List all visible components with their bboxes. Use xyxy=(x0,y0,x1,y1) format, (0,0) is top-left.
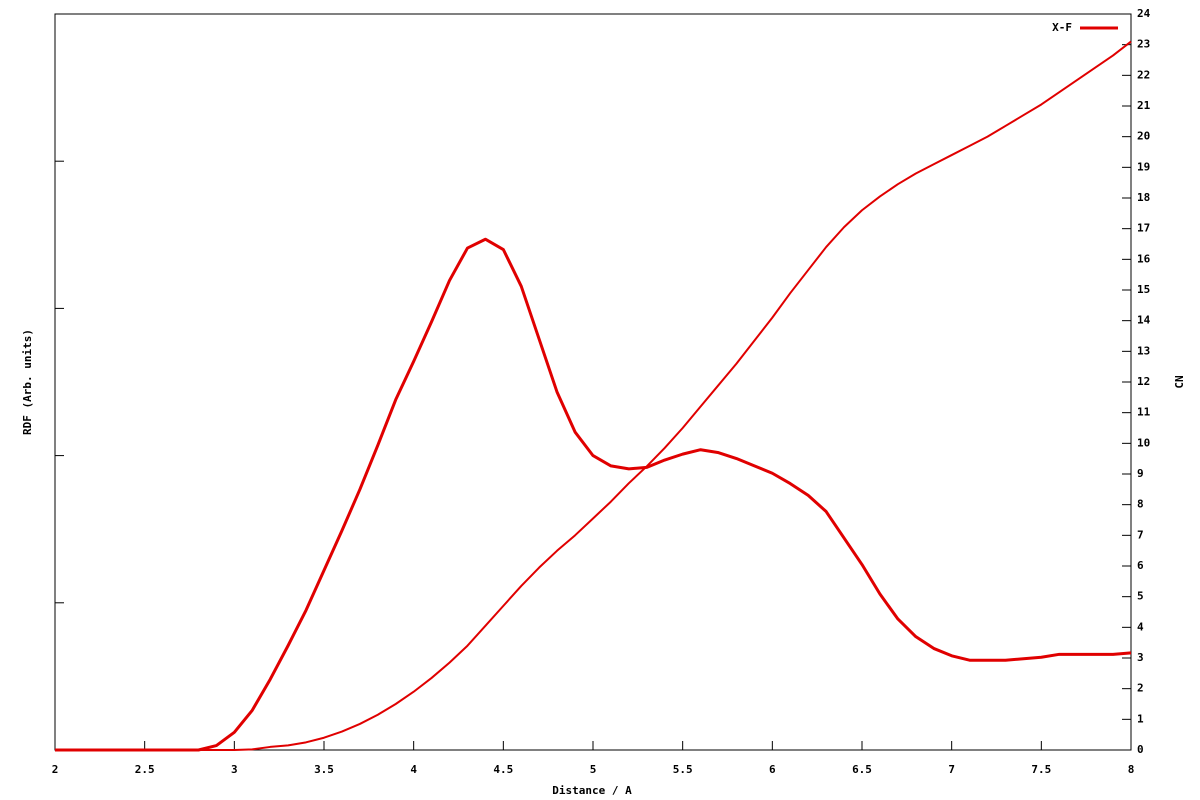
y2-tick-label: 16 xyxy=(1137,252,1151,265)
y2-tick-label: 12 xyxy=(1137,375,1150,388)
y2-tick-label: 21 xyxy=(1137,99,1151,112)
y2-tick-label: 20 xyxy=(1137,130,1150,143)
x-tick-label: 3 xyxy=(231,763,238,776)
x-tick-label: 6.5 xyxy=(852,763,872,776)
y2-tick-label: 13 xyxy=(1137,344,1150,357)
y2-tick-label: 19 xyxy=(1137,160,1150,173)
x-tick-label: 5 xyxy=(590,763,597,776)
x-tick-label: 4 xyxy=(410,763,417,776)
x-tick-label: 4.5 xyxy=(493,763,513,776)
y2-tick-label: 18 xyxy=(1137,191,1150,204)
plot-frame xyxy=(54,13,1132,751)
x-tick-label: 2 xyxy=(52,763,59,776)
x-axis-label: Distance / A xyxy=(552,784,632,797)
y2-tick-label: 10 xyxy=(1137,436,1150,449)
y2-tick-label: 4 xyxy=(1137,620,1144,633)
y2-tick-label: 0 xyxy=(1137,743,1144,756)
y2-tick-label: 3 xyxy=(1137,651,1144,664)
y2-tick-label: 23 xyxy=(1137,38,1150,51)
y2-tick-label: 6 xyxy=(1137,559,1144,572)
x-tick-label: 8 xyxy=(1128,763,1135,776)
y2-tick-label: 1 xyxy=(1137,712,1144,725)
x-tick-label: 6 xyxy=(769,763,776,776)
y2-tick-label: 7 xyxy=(1137,528,1144,541)
y2-tick-label: 17 xyxy=(1137,222,1150,235)
x-tick-label: 7 xyxy=(948,763,955,776)
legend-label: X-F xyxy=(1052,21,1072,34)
x-tick-label: 2.5 xyxy=(135,763,155,776)
x-tick-label: 3.5 xyxy=(314,763,334,776)
y2-tick-label: 15 xyxy=(1137,283,1150,296)
x-tick-label: 5.5 xyxy=(673,763,693,776)
series-line xyxy=(55,237,1132,752)
y2-tick-label: 9 xyxy=(1137,467,1144,480)
y2-tick-label: 2 xyxy=(1137,682,1144,695)
y2-axis-label: CN xyxy=(1173,375,1186,388)
y2-tick-label: 5 xyxy=(1137,590,1144,603)
series-line xyxy=(55,40,1132,751)
y2-tick-label: 11 xyxy=(1137,406,1151,419)
left-ticks xyxy=(55,160,64,604)
y2-tick-label: 22 xyxy=(1137,68,1150,81)
y2-tick-label: 24 xyxy=(1137,7,1151,20)
y-axis-label: RDF (Arb. units) xyxy=(21,329,34,435)
y2-tick-label: 8 xyxy=(1137,498,1144,511)
x-tick-label: 7.5 xyxy=(1031,763,1051,776)
y2-tick-label: 14 xyxy=(1137,314,1151,327)
